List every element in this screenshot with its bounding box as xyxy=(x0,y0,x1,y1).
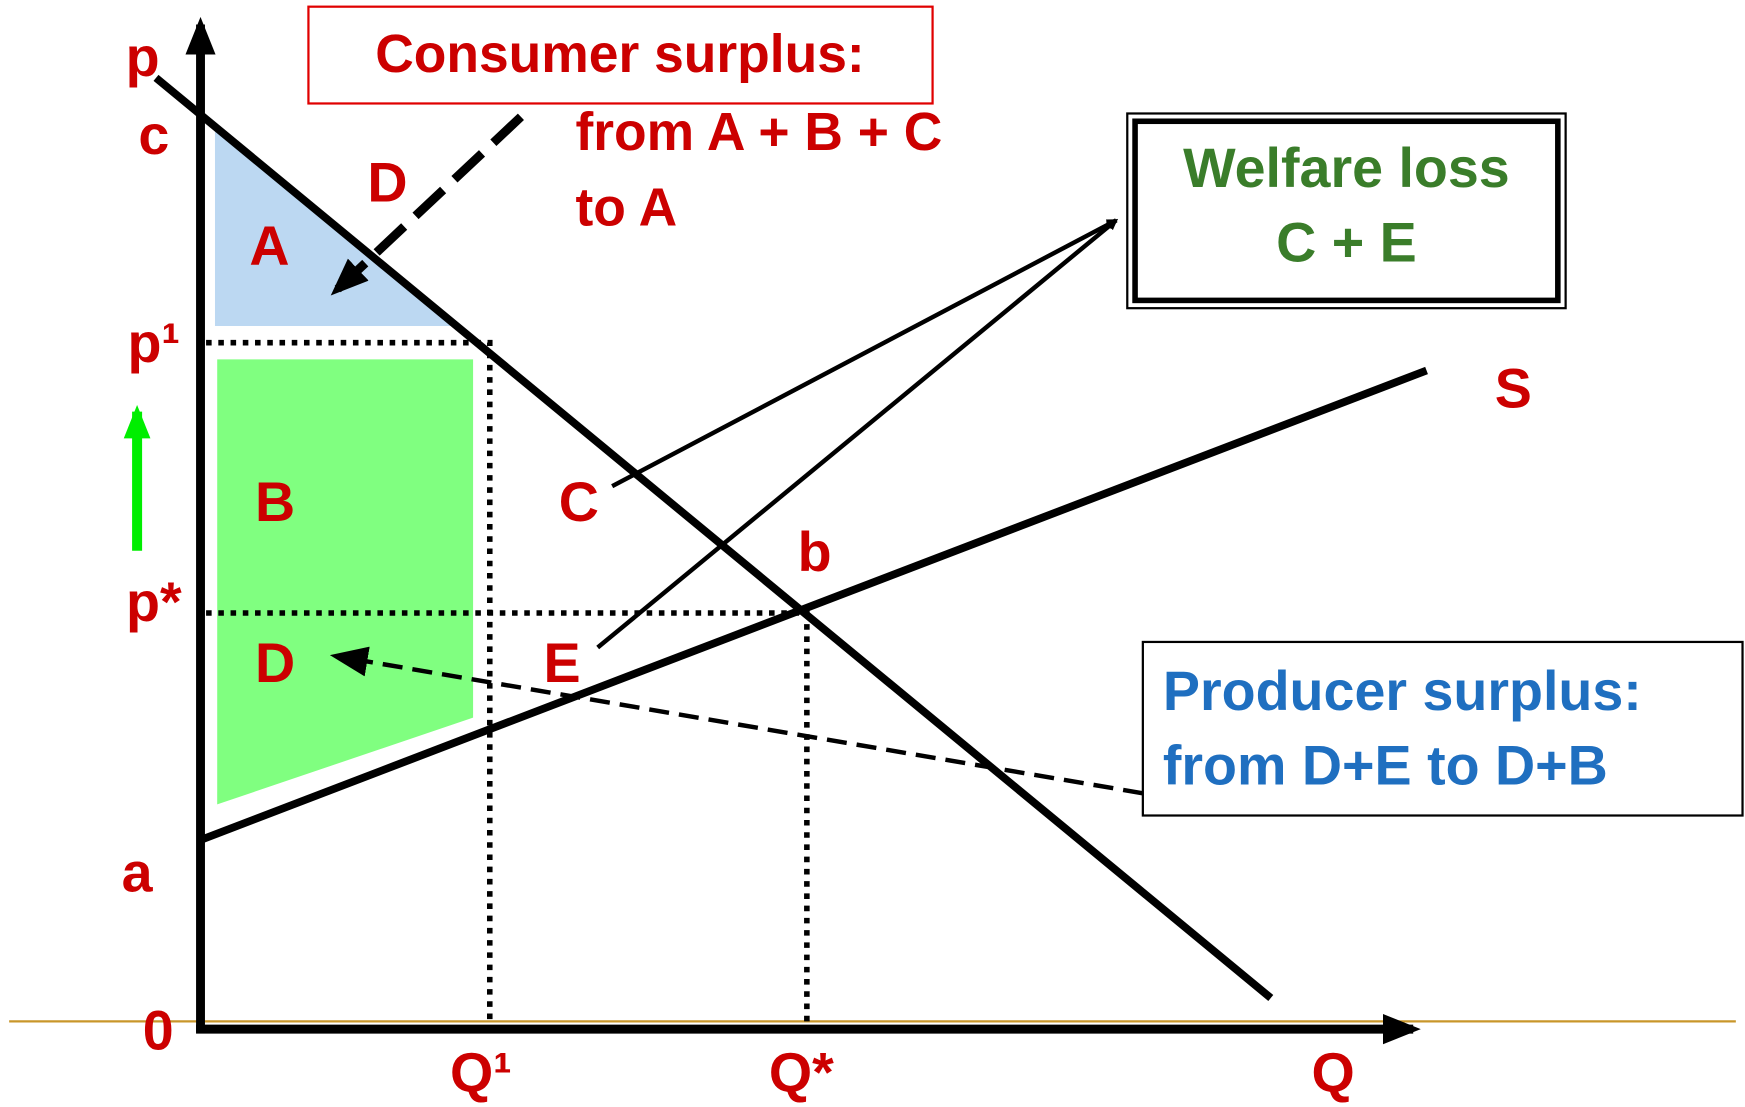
welfare-box-inner xyxy=(1132,118,1561,304)
origin-label: 0 xyxy=(143,999,174,1061)
producer-line: Producer surplus: xyxy=(1163,660,1642,722)
welfare-box-outer xyxy=(1126,112,1567,310)
welfare-line: C + E xyxy=(1276,212,1417,274)
region-b-d xyxy=(217,359,474,805)
consumer-arrow xyxy=(330,113,524,296)
producer-arrow xyxy=(329,646,1144,796)
region-label: B xyxy=(255,471,295,533)
welfare-arrow-e xyxy=(596,218,1118,650)
x-axis-label: Q xyxy=(1311,1042,1354,1104)
y-axis-label: p xyxy=(126,26,160,88)
supply-label: S xyxy=(1495,357,1532,419)
region-label: E xyxy=(544,632,581,694)
equilibrium-label: b xyxy=(798,521,832,583)
producer-line: from D+E to D+B xyxy=(1163,735,1608,797)
demand-label: D xyxy=(367,152,407,214)
quantity-label: Q¹ xyxy=(450,1042,512,1104)
price-label: p* xyxy=(126,571,182,633)
region-label: A xyxy=(249,215,289,277)
consumer-line: from A + B + C xyxy=(575,103,942,162)
quantity-label: Q* xyxy=(769,1042,834,1104)
price-label: a xyxy=(122,841,154,903)
consumer-title: Consumer surplus: xyxy=(375,25,864,84)
consumer-box xyxy=(307,5,934,105)
supply-curve xyxy=(199,366,1428,844)
welfare-line: Welfare loss xyxy=(1183,137,1510,199)
welfare-arrow-c xyxy=(611,218,1119,489)
region-label: D xyxy=(255,632,295,694)
consumer-line: to A xyxy=(575,178,677,237)
price-label: c xyxy=(138,104,169,166)
region-label: C xyxy=(559,471,599,533)
demand-curve xyxy=(153,74,1274,1001)
price-label: p¹ xyxy=(128,312,181,374)
producer-box xyxy=(1141,640,1744,817)
